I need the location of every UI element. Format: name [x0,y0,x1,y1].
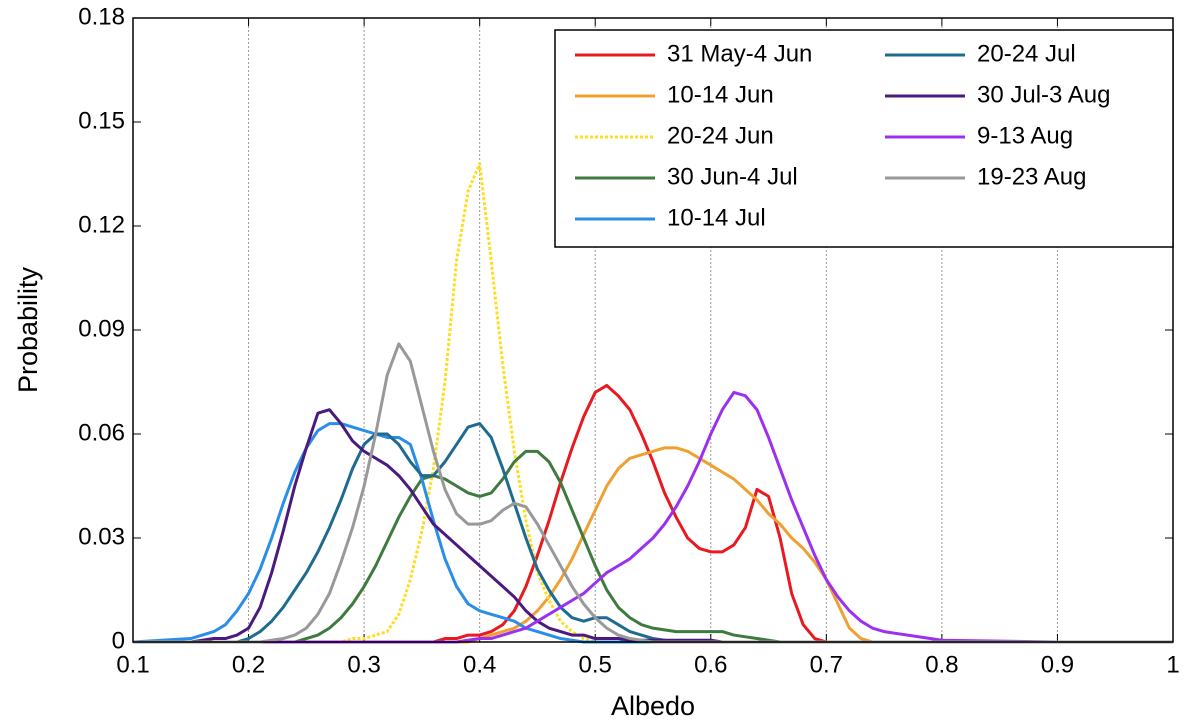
legend-label: 31 May-4 Jun [667,40,812,67]
y-tick-label: 0.18 [78,3,125,30]
x-tick-label: 0.4 [463,651,496,678]
y-tick-label: 0.15 [78,107,125,134]
y-axis-label: Probability [13,266,43,393]
legend: 31 May-4 Jun 10-14 Jun 20-24 Jun 30 Jun-4 J… [554,29,1174,248]
x-tick-label: 0.1 [116,651,149,678]
legend-label: 20-24 Jun [667,122,774,149]
y-tick-label: 0.09 [78,315,125,342]
legend-label: 19-23 Aug [977,163,1086,190]
x-tick-label: 0.3 [347,651,380,678]
x-tick-label: 0.7 [810,651,843,678]
series-line [132,422,1173,644]
legend-label: 10-14 Jun [667,81,774,108]
series-line [133,446,1173,644]
plot-frame [132,17,1174,643]
y-tick-label: 0 [112,627,125,654]
y-tick-label: 0.03 [78,523,125,550]
y-tick-label: 0.12 [78,211,125,238]
legend-label: 30 Jun-4 Jul [667,163,798,190]
series-line [133,408,1173,644]
legend-label: 30 Jul-3 Aug [977,81,1110,108]
legend-box [554,29,1174,248]
series-line [133,390,1173,644]
legend-label: 10-14 Jul [667,204,766,231]
series-line [133,449,1173,644]
series-line [133,422,1173,644]
x-tick-label: 1 [1166,651,1179,678]
x-tick-label: 0.8 [925,651,958,678]
x-tick-label: 0.2 [232,651,265,678]
x-tick-label: 0.5 [579,651,612,678]
x-tick-label: 0.9 [1041,651,1074,678]
x-tick-label: 0.6 [694,651,727,678]
x-axis-label: Albedo [611,691,695,721]
legend-label: 9-13 Aug [977,122,1073,149]
y-tick-label: 0.06 [78,419,125,446]
legend-label: 20-24 Jul [977,40,1076,67]
